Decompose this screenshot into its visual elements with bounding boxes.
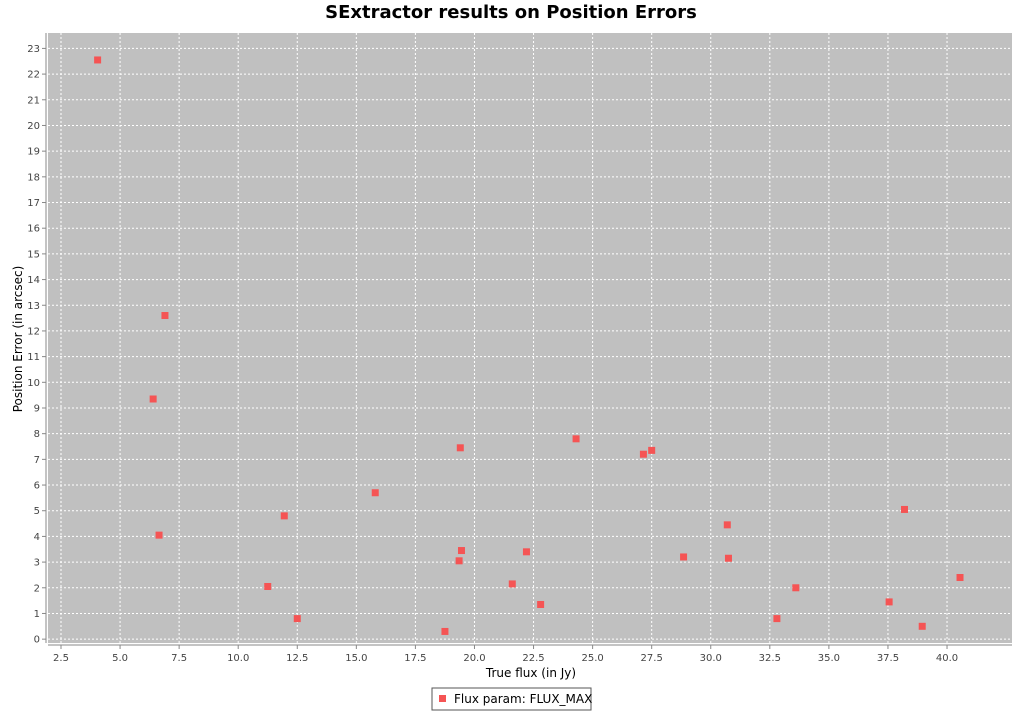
x-axis-label: True flux (in Jy): [485, 666, 576, 680]
plot-area: [48, 33, 1012, 643]
data-point: [149, 395, 157, 403]
data-point: [648, 446, 656, 454]
x-tick-label: 5.0: [112, 653, 128, 664]
chart-title: SExtractor results on Position Errors: [325, 2, 697, 23]
axes: [45, 33, 1012, 646]
x-axis-ticks: 2.5 5.0 7.5 10.0 12.5 15.0 17.5 20.0 22.5 25.0 27.…: [53, 645, 958, 664]
grid-lines: [48, 33, 1012, 643]
y-tick-label: 2: [34, 583, 40, 594]
x-tick-label: 40.0: [936, 653, 958, 664]
x-tick-label: 2.5: [53, 653, 69, 664]
data-point: [773, 615, 781, 623]
legend-marker: [439, 695, 446, 702]
y-tick-label: 3: [34, 558, 40, 569]
y-axis-label: Position Error (in arcsec): [11, 266, 25, 413]
data-point: [457, 547, 465, 555]
data-point: [639, 450, 647, 458]
x-tick-label: 15.0: [345, 653, 367, 664]
y-tick-label: 10: [27, 378, 40, 389]
y-tick-label: 21: [27, 95, 40, 106]
y-tick-label: 15: [27, 249, 40, 260]
data-point: [508, 580, 516, 588]
data-point: [918, 622, 926, 630]
legend-box: [431, 687, 592, 711]
y-tick-label: 5: [34, 506, 40, 517]
data-point: [264, 582, 272, 590]
x-tick-label: 32.5: [759, 653, 781, 664]
y-tick-label: 14: [27, 275, 40, 286]
x-tick-label: 37.5: [877, 653, 899, 664]
data-point: [94, 56, 102, 64]
data-point: [456, 444, 464, 452]
data-point: [900, 505, 908, 513]
y-tick-label: 20: [27, 121, 40, 132]
y-tick-label: 7: [34, 455, 40, 466]
x-tick-label: 30.0: [700, 653, 722, 664]
x-tick-label: 7.5: [171, 653, 187, 664]
x-tick-label: 25.0: [581, 653, 603, 664]
y-tick-label: 8: [34, 429, 40, 440]
x-tick-label: 27.5: [641, 653, 663, 664]
data-point: [455, 557, 463, 565]
data-point: [724, 554, 732, 562]
legend-label: Flux param: FLUX_MAX: [454, 692, 592, 706]
data-point: [280, 512, 288, 520]
y-tick-label: 1: [34, 609, 40, 620]
y-tick-label: 6: [34, 481, 40, 492]
y-tick-label: 0: [34, 635, 40, 646]
y-tick-label: 19: [27, 147, 40, 158]
x-tick-label: 17.5: [404, 653, 426, 664]
data-point: [572, 435, 580, 443]
x-tick-label: 35.0: [818, 653, 840, 664]
data-point: [293, 615, 301, 623]
data-point: [956, 574, 964, 582]
legend: Flux param: FLUX_MAX: [431, 687, 592, 711]
data-point: [792, 584, 800, 592]
y-tick-label: 17: [27, 198, 40, 209]
data-point: [537, 600, 545, 608]
data-point: [441, 627, 449, 635]
x-tick-label: 22.5: [522, 653, 544, 664]
x-tick-label: 10.0: [227, 653, 249, 664]
x-tick-label: 12.5: [286, 653, 308, 664]
y-tick-label: 11: [27, 352, 40, 363]
y-tick-label: 9: [34, 403, 40, 414]
y-tick-label: 4: [34, 532, 40, 543]
data-point: [522, 548, 530, 556]
y-tick-label: 16: [27, 224, 40, 235]
y-tick-label: 22: [27, 70, 40, 81]
data-point: [161, 312, 169, 320]
data-point: [680, 553, 688, 561]
x-tick-label: 20.0: [463, 653, 485, 664]
y-tick-label: 18: [27, 172, 40, 183]
data-points: [94, 56, 964, 635]
y-tick-label: 23: [27, 44, 40, 55]
data-point: [155, 531, 163, 539]
y-tick-label: 13: [27, 301, 40, 312]
data-point: [723, 521, 731, 529]
data-point: [371, 489, 379, 497]
data-point: [885, 598, 893, 606]
y-tick-label: 12: [27, 326, 40, 337]
